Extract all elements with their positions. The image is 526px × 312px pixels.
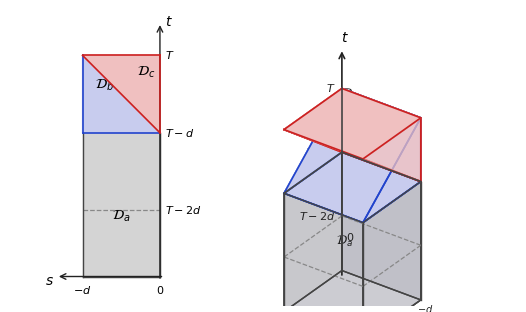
Text: $-d$: $-d$: [417, 303, 433, 312]
Polygon shape: [284, 89, 342, 152]
Text: $0$: $0$: [156, 284, 164, 296]
Text: $T-d$: $T-d$: [166, 127, 195, 139]
Polygon shape: [284, 129, 421, 182]
Polygon shape: [363, 118, 421, 182]
Polygon shape: [83, 56, 160, 133]
Text: $T-2d$: $T-2d$: [299, 210, 336, 222]
Text: $\mathcal{D}_c$: $\mathcal{D}_c$: [341, 86, 358, 102]
Text: $T-2d$: $T-2d$: [166, 204, 202, 216]
Text: $T-d$: $T-d$: [306, 146, 336, 158]
Polygon shape: [363, 118, 421, 223]
Text: $T$: $T$: [326, 82, 336, 95]
Text: $\mathcal{D}_c$: $\mathcal{D}_c$: [137, 65, 155, 80]
Polygon shape: [284, 89, 342, 193]
Text: $\mathcal{D}_b$: $\mathcal{D}_b$: [362, 132, 379, 147]
Text: $s$: $s$: [45, 274, 54, 288]
Polygon shape: [342, 89, 421, 182]
Polygon shape: [363, 182, 421, 312]
Text: $\mathcal{D}_a$: $\mathcal{D}_a$: [112, 208, 130, 224]
Polygon shape: [284, 152, 342, 312]
Text: $\mathcal{D}_a$: $\mathcal{D}_a$: [336, 234, 353, 249]
Text: $t$: $t$: [341, 32, 348, 46]
Polygon shape: [83, 56, 160, 133]
Text: $t$: $t$: [166, 15, 174, 29]
Polygon shape: [284, 89, 421, 223]
Polygon shape: [342, 152, 421, 300]
Polygon shape: [284, 152, 421, 223]
Polygon shape: [284, 193, 363, 312]
Text: $-d$: $-d$: [73, 284, 92, 296]
Polygon shape: [342, 89, 421, 182]
Text: $\mathcal{D}_b$: $\mathcal{D}_b$: [95, 77, 114, 92]
Polygon shape: [284, 89, 421, 159]
Polygon shape: [284, 152, 421, 223]
Polygon shape: [83, 133, 160, 276]
Text: $0$: $0$: [346, 232, 354, 243]
Text: $T$: $T$: [166, 49, 175, 61]
Polygon shape: [284, 271, 421, 312]
